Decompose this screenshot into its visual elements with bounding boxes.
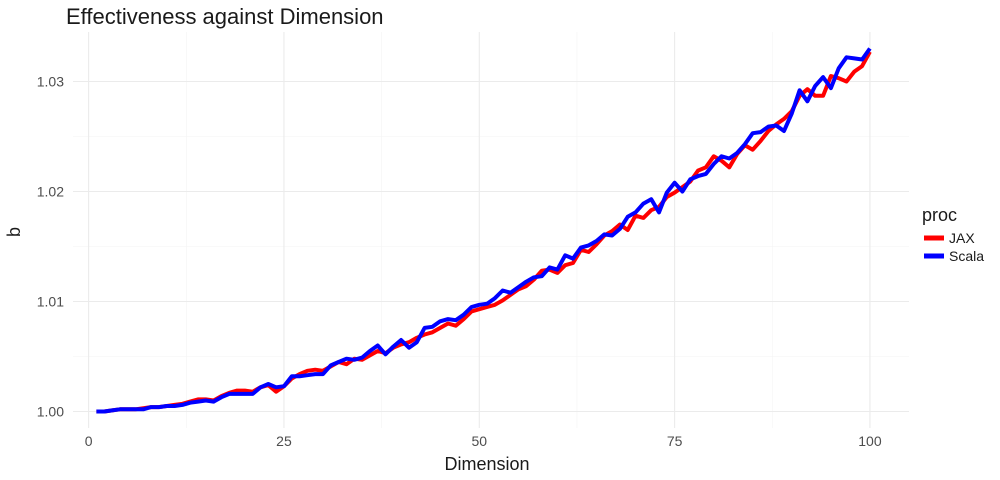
y-axis-title: b xyxy=(4,227,24,237)
series-line-jax xyxy=(96,50,872,414)
x-axis-title: Dimension xyxy=(444,454,529,474)
series-line-scala xyxy=(96,47,872,414)
y-tick-label: 1.00 xyxy=(37,404,64,420)
x-axis-ticks: 0 25 50 75 100 xyxy=(85,433,882,449)
y-axis-ticks: 1.00 1.01 1.02 1.03 xyxy=(37,74,64,420)
plot-grid xyxy=(73,32,909,428)
y-tick-label: 1.01 xyxy=(37,294,64,310)
chart-title: Effectiveness against Dimension xyxy=(66,4,384,29)
series-lines xyxy=(96,47,872,414)
legend-title: proc xyxy=(922,205,957,225)
x-tick-label: 75 xyxy=(667,433,683,449)
y-tick-label: 1.03 xyxy=(37,74,64,90)
x-tick-label: 50 xyxy=(471,433,487,449)
x-tick-label: 0 xyxy=(85,433,93,449)
legend: proc JAX Scala xyxy=(922,205,984,264)
legend-label-jax: JAX xyxy=(949,230,975,246)
x-tick-label: 100 xyxy=(858,433,882,449)
legend-label-scala: Scala xyxy=(949,248,984,264)
x-tick-label: 25 xyxy=(276,433,292,449)
y-tick-label: 1.02 xyxy=(37,184,64,200)
